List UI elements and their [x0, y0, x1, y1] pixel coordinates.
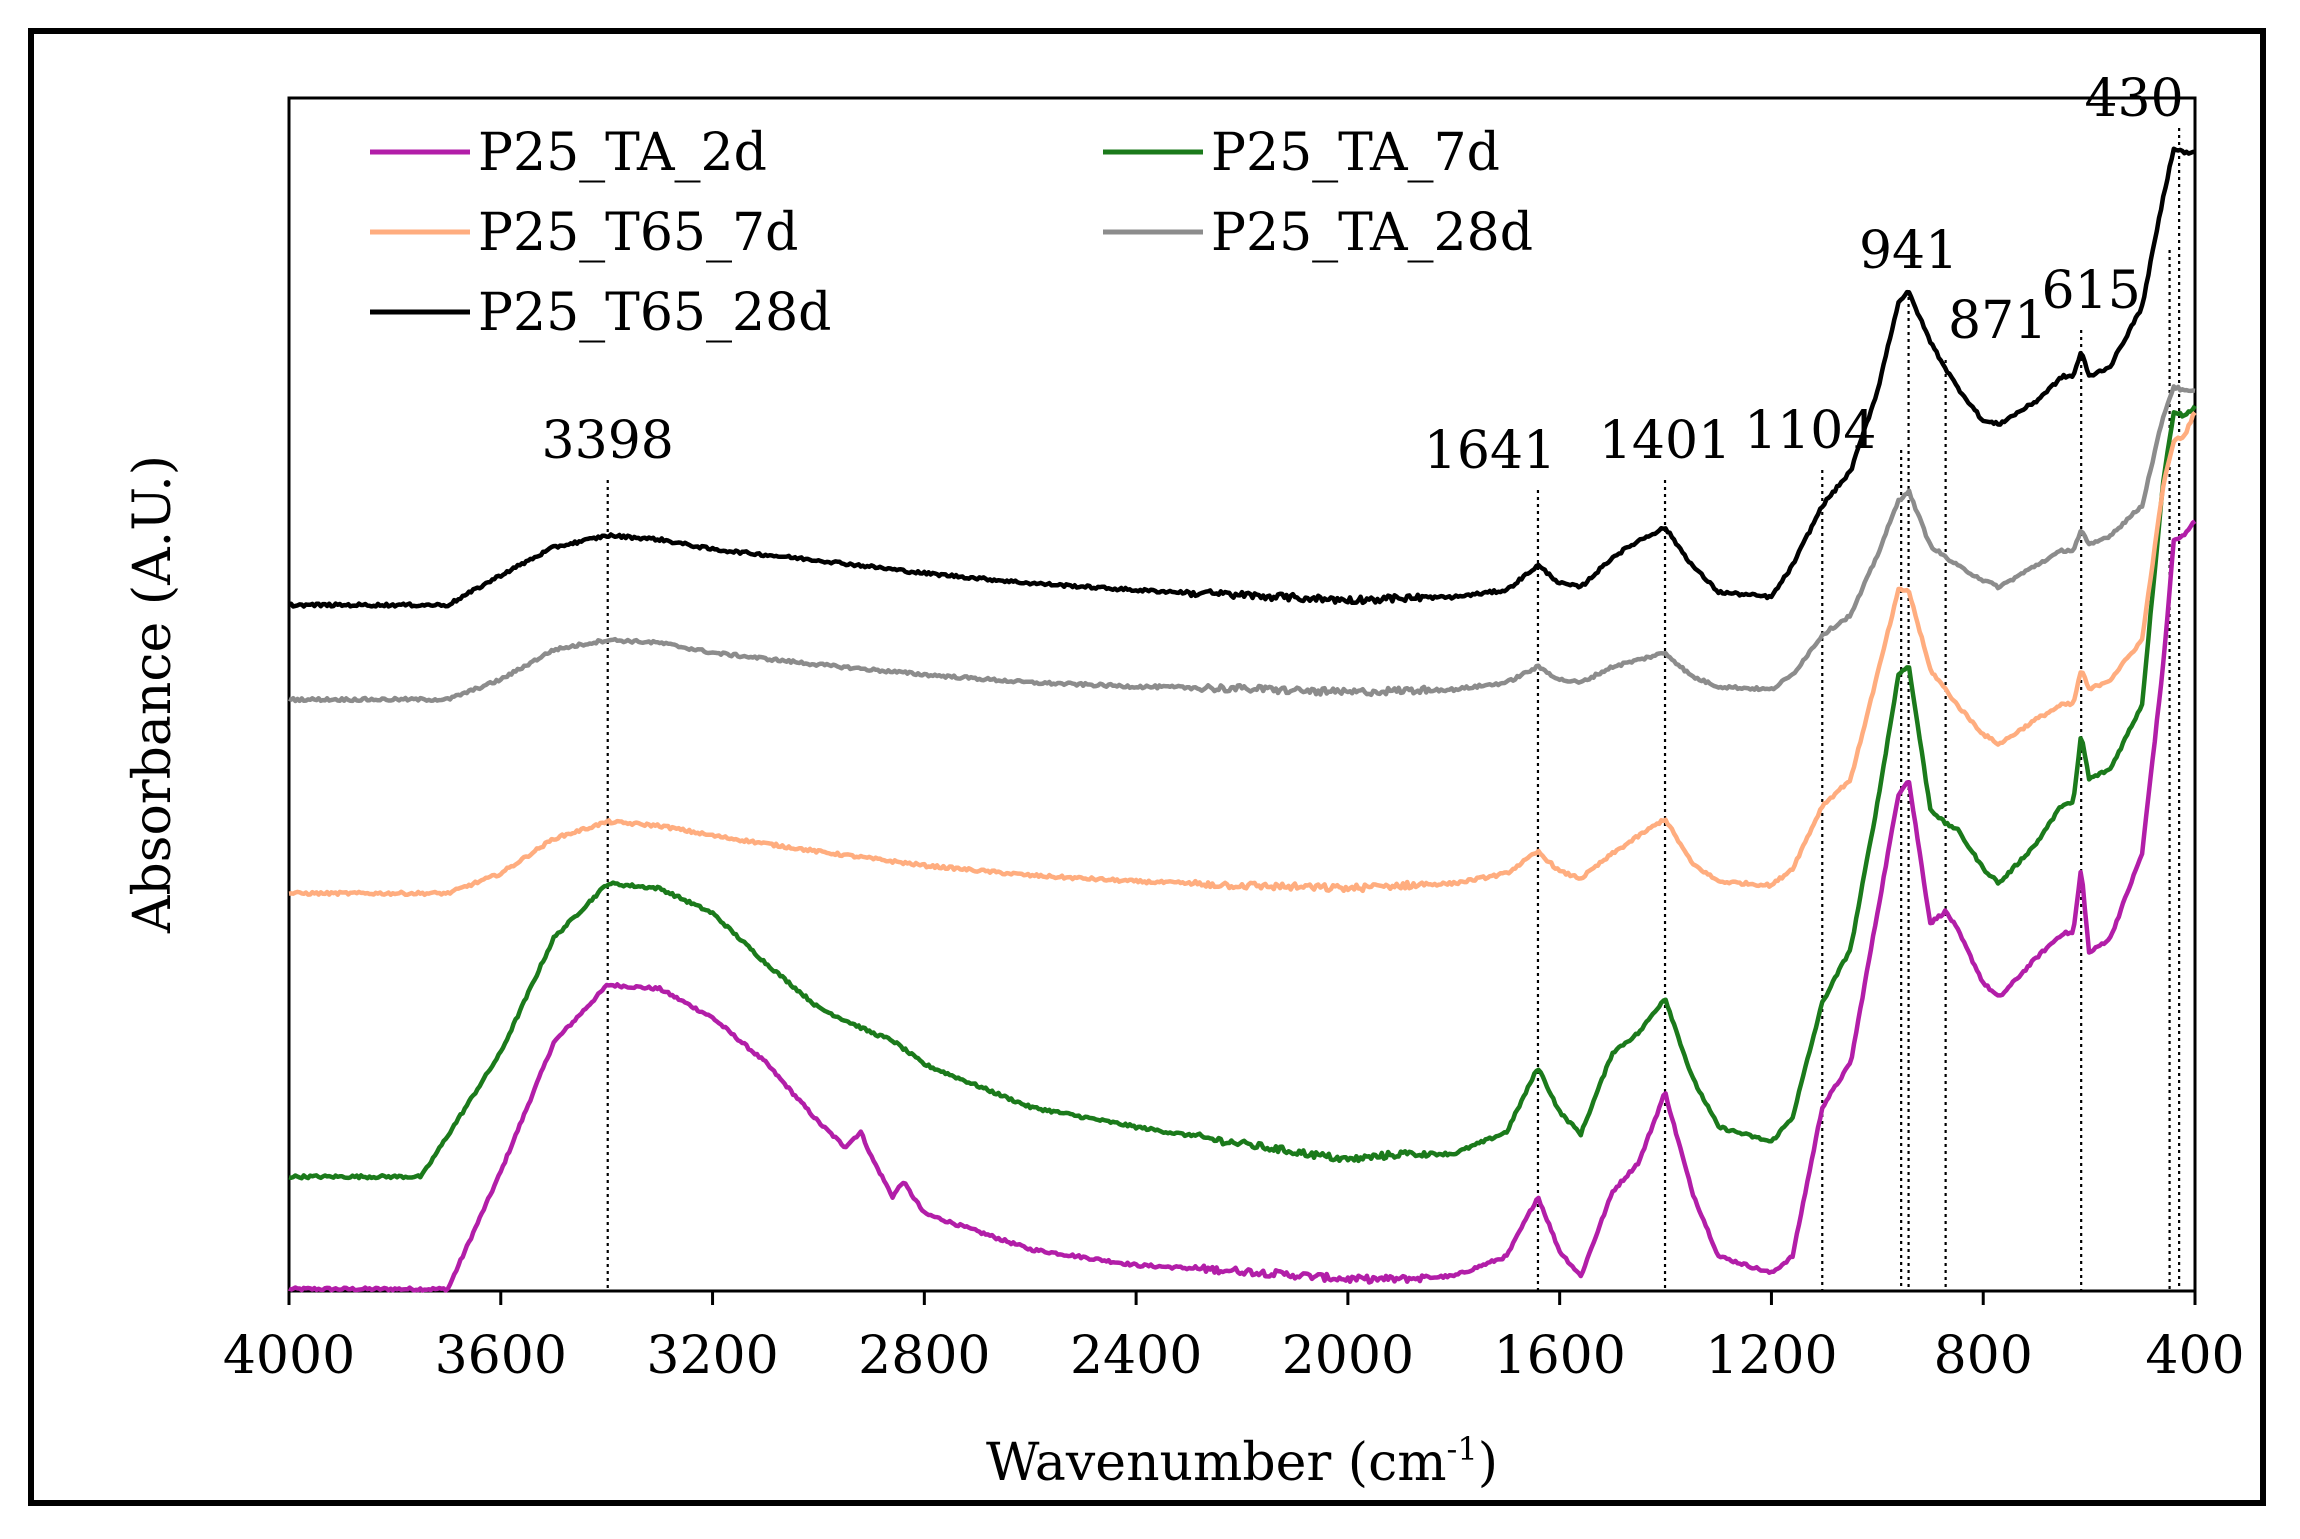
x-tick-label-2000: 2000 — [1282, 1326, 1414, 1386]
legend-label-P25_TA_7d: P25_TA_7d — [1211, 123, 1500, 183]
annotation-label-871: 871 — [1948, 291, 2047, 351]
x-axis-label: Wavenumber (cm-1) — [986, 1430, 1498, 1493]
legend-label-P25_TA_28d: P25_TA_28d — [1211, 203, 1533, 263]
series-line-P25_TA_2d — [287, 519, 2197, 1293]
annotation-label-430: 430 — [2084, 69, 2183, 129]
x-axis-ticks: 4000 3600 3200 2800 2400 2000 1600 1200 800 400 — [223, 1291, 2245, 1386]
series-line-P25_T65_28d — [288, 146, 2196, 609]
series-line-P25_TA_28d — [288, 384, 2196, 704]
annotation-label-1641: 1641 — [1424, 421, 1556, 481]
series-layer — [287, 146, 2197, 1293]
legend-label-P25_TA_2d: P25_TA_2d — [478, 123, 767, 183]
x-tick-label-2800: 2800 — [858, 1326, 990, 1386]
figure-frame — [28, 28, 2266, 1506]
annotation-label-941: 941 — [1859, 221, 1958, 281]
x-tick-label-3600: 3600 — [435, 1326, 567, 1386]
legend-label-P25_T65_7d: P25_T65_7d — [478, 203, 798, 263]
x-tick-label-1600: 1600 — [1493, 1326, 1625, 1386]
x-tick-label-2400: 2400 — [1070, 1326, 1202, 1386]
annotation-label-1104: 1104 — [1744, 401, 1876, 461]
plot-area-border — [287, 96, 2197, 1293]
series-line-P25_TA_7d — [288, 404, 2197, 1181]
legend: P25_TA_2d P25_TA_7d P25_T65_7d P25_TA_28d P2… — [370, 123, 1533, 343]
x-tick-label-400: 400 — [2145, 1326, 2244, 1386]
legend-label-P25_T65_28d: P25_T65_28d — [478, 283, 831, 343]
x-tick-label-1200: 1200 — [1705, 1326, 1837, 1386]
annotation-label-3398: 3398 — [542, 411, 674, 471]
series-line-P25_T65_7d — [288, 410, 2197, 898]
annotation-lines — [606, 128, 2181, 1291]
x-tick-label-4000: 4000 — [223, 1326, 355, 1386]
annotation-label-1401: 1401 — [1599, 411, 1731, 471]
x-tick-label-800: 800 — [1934, 1326, 2033, 1386]
y-axis-label: Absorbance (A.U.) — [123, 455, 183, 934]
annotation-label-615: 615 — [2042, 261, 2141, 321]
x-tick-label-3200: 3200 — [646, 1326, 778, 1386]
